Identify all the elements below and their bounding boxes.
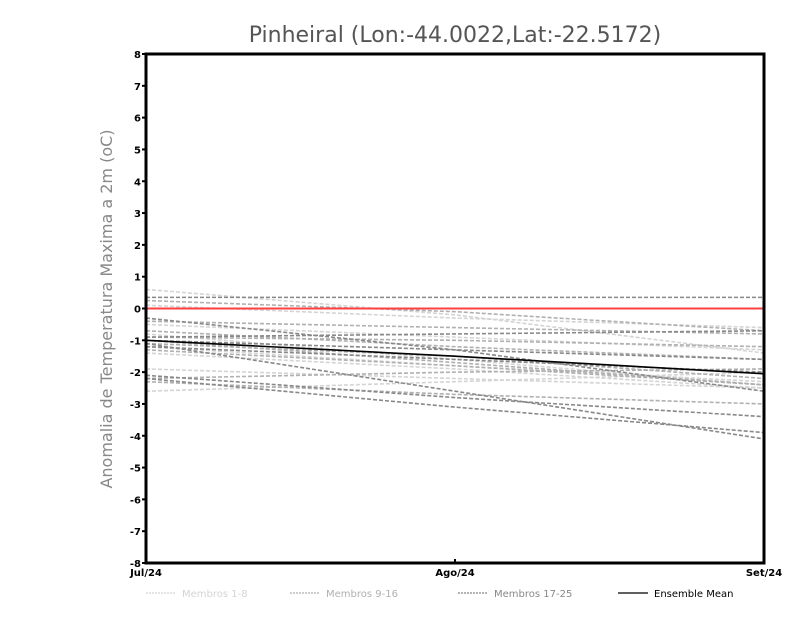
y-tick-label: -2: [130, 368, 141, 379]
y-tick-label: -8: [130, 559, 141, 570]
legend-label-1: Membros 1-8: [182, 589, 248, 600]
y-tick-label: 6: [134, 114, 141, 125]
y-axis-label: Anomalia de Temperatura Maxima a 2m (oC): [97, 129, 116, 488]
x-tick-label: Set/24: [746, 568, 782, 579]
member-line-16: [145, 336, 765, 348]
member-line-24: [145, 377, 765, 434]
y-tick-label: 5: [134, 145, 141, 156]
y-tick-label: 3: [134, 209, 141, 220]
member-line-6: [145, 368, 765, 389]
y-tick-label: 7: [134, 82, 141, 93]
member-line-25: [145, 345, 765, 373]
y-tick-label: -4: [130, 432, 141, 443]
member-line-3: [145, 333, 765, 386]
y-tick-label: 0: [134, 305, 141, 316]
member-line-7: [145, 304, 765, 329]
member-line-13: [145, 342, 765, 380]
member-line-11: [145, 368, 765, 380]
y-tick-label: -3: [130, 400, 141, 411]
x-tick-label: Jul/24: [129, 568, 162, 579]
member-line-14: [145, 380, 765, 405]
member-line-20: [145, 329, 765, 338]
y-tick-label: 8: [134, 50, 141, 61]
member-line-17: [145, 299, 765, 332]
member-line-19: [145, 317, 765, 393]
chart-title: Pinheiral (Lon:-44.0022,Lat:-22.5172): [249, 23, 662, 48]
ensemble-mean-line: [145, 339, 765, 375]
legend-label-4: Ensemble Mean: [654, 589, 733, 600]
member-line-12: [145, 320, 765, 335]
y-tick-label: -5: [130, 464, 141, 475]
member-line-8: [145, 352, 765, 389]
member-line-22: [145, 374, 765, 418]
member-line-21: [145, 339, 765, 361]
y-tick-label: 1: [134, 273, 141, 284]
legend-label-3: Membros 17-25: [494, 589, 572, 600]
y-tick-label: -7: [130, 527, 141, 538]
member-line-15: [145, 349, 765, 386]
x-tick-label: Ago/24: [435, 568, 474, 579]
member-line-23: [145, 342, 765, 440]
y-tick-label: -6: [130, 495, 141, 506]
y-tick-label: 2: [134, 241, 141, 252]
legend-label-2: Membros 9-16: [326, 589, 398, 600]
y-tick-label: -1: [130, 336, 141, 347]
y-tick-label: 4: [134, 177, 141, 188]
